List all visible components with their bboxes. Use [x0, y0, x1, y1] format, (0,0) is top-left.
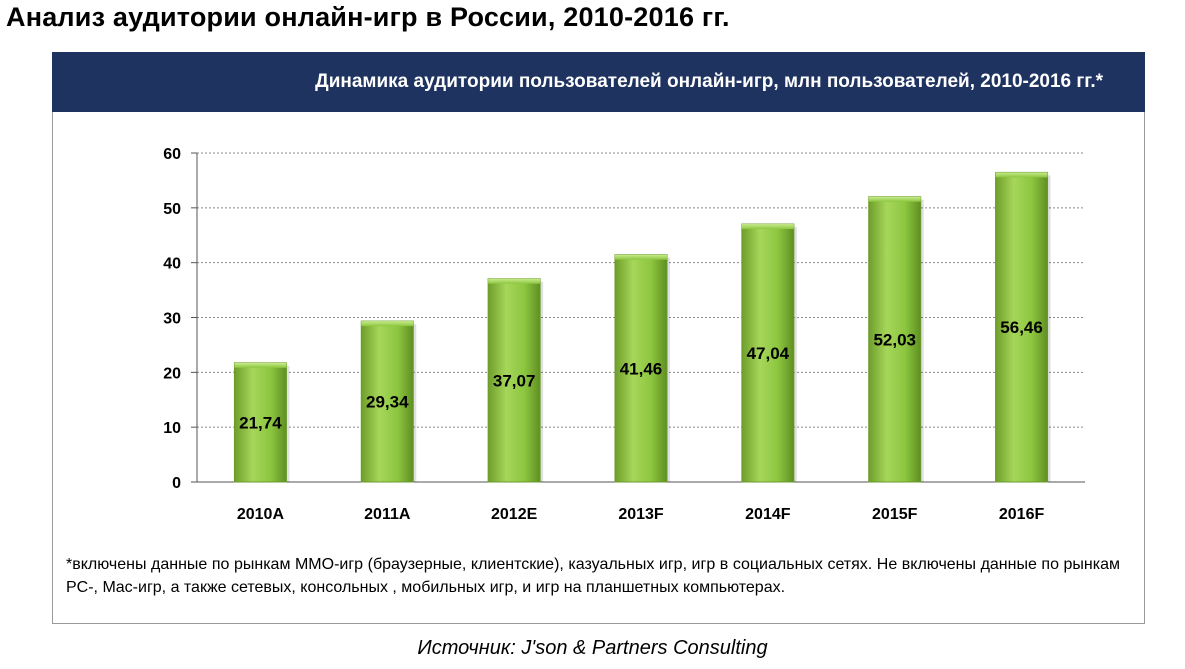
bar: [868, 196, 922, 483]
data-label: 21,74: [239, 413, 282, 432]
y-tick-label: 60: [163, 146, 181, 163]
bar-top: [995, 172, 1048, 178]
x-tick-label: 2010A: [237, 506, 285, 523]
y-tick-label: 10: [163, 420, 181, 437]
x-tick-label: 2012E: [491, 506, 538, 523]
x-tick-label: 2016F: [999, 506, 1045, 523]
bar: [233, 362, 287, 483]
bar-top: [615, 254, 667, 260]
page-title: Анализ аудитории онлайн-игр в России, 20…: [6, 2, 730, 32]
bar: [614, 254, 668, 483]
x-tick-label: 2013F: [618, 506, 664, 523]
y-tick-label: 50: [163, 201, 181, 218]
bar: [360, 320, 414, 483]
bar: [487, 278, 541, 483]
y-tick-label: 40: [163, 256, 181, 273]
chart-title: Динамика аудитории пользователей онлайн-…: [315, 71, 1103, 92]
bar-top: [868, 196, 921, 202]
y-tick-label: 30: [163, 311, 181, 328]
bar: [741, 223, 795, 483]
chart-panel-header: Динамика аудитории пользователей онлайн-…: [52, 52, 1145, 112]
data-label: 29,34: [366, 393, 409, 412]
bar: [995, 171, 1049, 483]
source-note: Источник: J'son & Partners Consulting: [417, 637, 768, 659]
x-tick-label: 2011A: [364, 506, 411, 523]
bar-top: [234, 362, 287, 368]
x-tick-label: 2014F: [745, 506, 791, 523]
y-tick-label: 20: [163, 365, 181, 382]
bar-top: [361, 321, 414, 327]
x-tick-label: 2015F: [872, 506, 918, 523]
data-label: 37,07: [493, 371, 536, 390]
bar-top: [741, 224, 794, 230]
data-label: 47,04: [747, 344, 790, 363]
bar-top: [488, 278, 541, 284]
data-label: 52,03: [873, 330, 916, 349]
data-label: 56,46: [1000, 318, 1043, 337]
y-tick-label: 0: [172, 475, 181, 492]
data-label: 41,46: [620, 359, 663, 378]
chart-panel: [52, 52, 1145, 624]
footnote: *включены данные по рынкам ММО-игр (брау…: [66, 556, 1120, 596]
